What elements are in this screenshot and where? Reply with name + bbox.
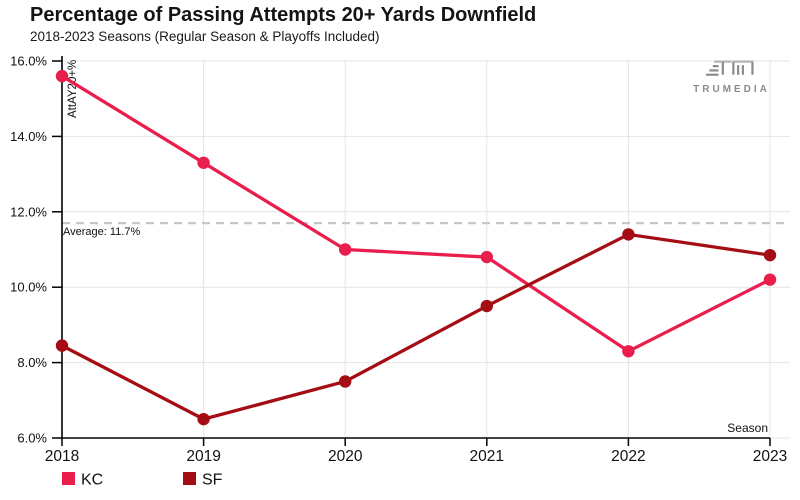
x-tick-label: 2019 xyxy=(186,448,220,465)
y-tick-label: 8.0% xyxy=(17,355,47,370)
data-point-kc-2020 xyxy=(339,243,352,256)
x-axis-title: Season xyxy=(727,421,768,435)
x-tick-label: 2018 xyxy=(45,448,79,465)
y-tick-label: 12.0% xyxy=(10,204,47,219)
data-point-sf-2022 xyxy=(622,228,635,241)
legend-swatch-sf xyxy=(183,472,196,485)
y-tick-label: 16.0% xyxy=(10,54,47,69)
series-line-kc xyxy=(60,74,772,353)
data-point-sf-2021 xyxy=(480,299,493,313)
x-tick-label: 2020 xyxy=(328,448,363,465)
series-line-sf xyxy=(60,232,772,421)
data-point-sf-2018 xyxy=(55,339,69,352)
legend-label-kc: KC xyxy=(81,472,103,489)
y-tick-label: 14.0% xyxy=(10,129,47,144)
data-point-sf-2020 xyxy=(339,375,352,388)
data-point-kc-2019 xyxy=(197,156,210,169)
x-tick-label: 2022 xyxy=(611,448,645,465)
legend-swatch-kc xyxy=(62,472,75,485)
y-tick-label: 6.0% xyxy=(17,431,47,446)
x-tick-label: 2023 xyxy=(753,448,787,465)
data-point-kc-2023 xyxy=(763,273,777,286)
data-point-kc-2018 xyxy=(55,69,69,83)
legend-label-sf: SF xyxy=(202,472,223,489)
page-title: Percentage of Passing Attempts 20+ Yards… xyxy=(30,4,537,26)
average-label: Average: 11.7% xyxy=(63,226,140,238)
page-subtitle: 2018-2023 Seasons (Regular Season & Play… xyxy=(30,29,380,44)
y-axis-title: AttAY20+% xyxy=(67,60,79,118)
data-point-sf-2023 xyxy=(763,248,777,262)
y-tick-label: 10.0% xyxy=(10,280,47,295)
x-tick-label: 2021 xyxy=(470,448,504,465)
data-point-kc-2021 xyxy=(480,250,493,264)
trumedia-logo-text: TRUMEDIA xyxy=(693,84,770,95)
data-point-kc-2022 xyxy=(622,345,635,358)
data-point-sf-2019 xyxy=(197,412,210,426)
